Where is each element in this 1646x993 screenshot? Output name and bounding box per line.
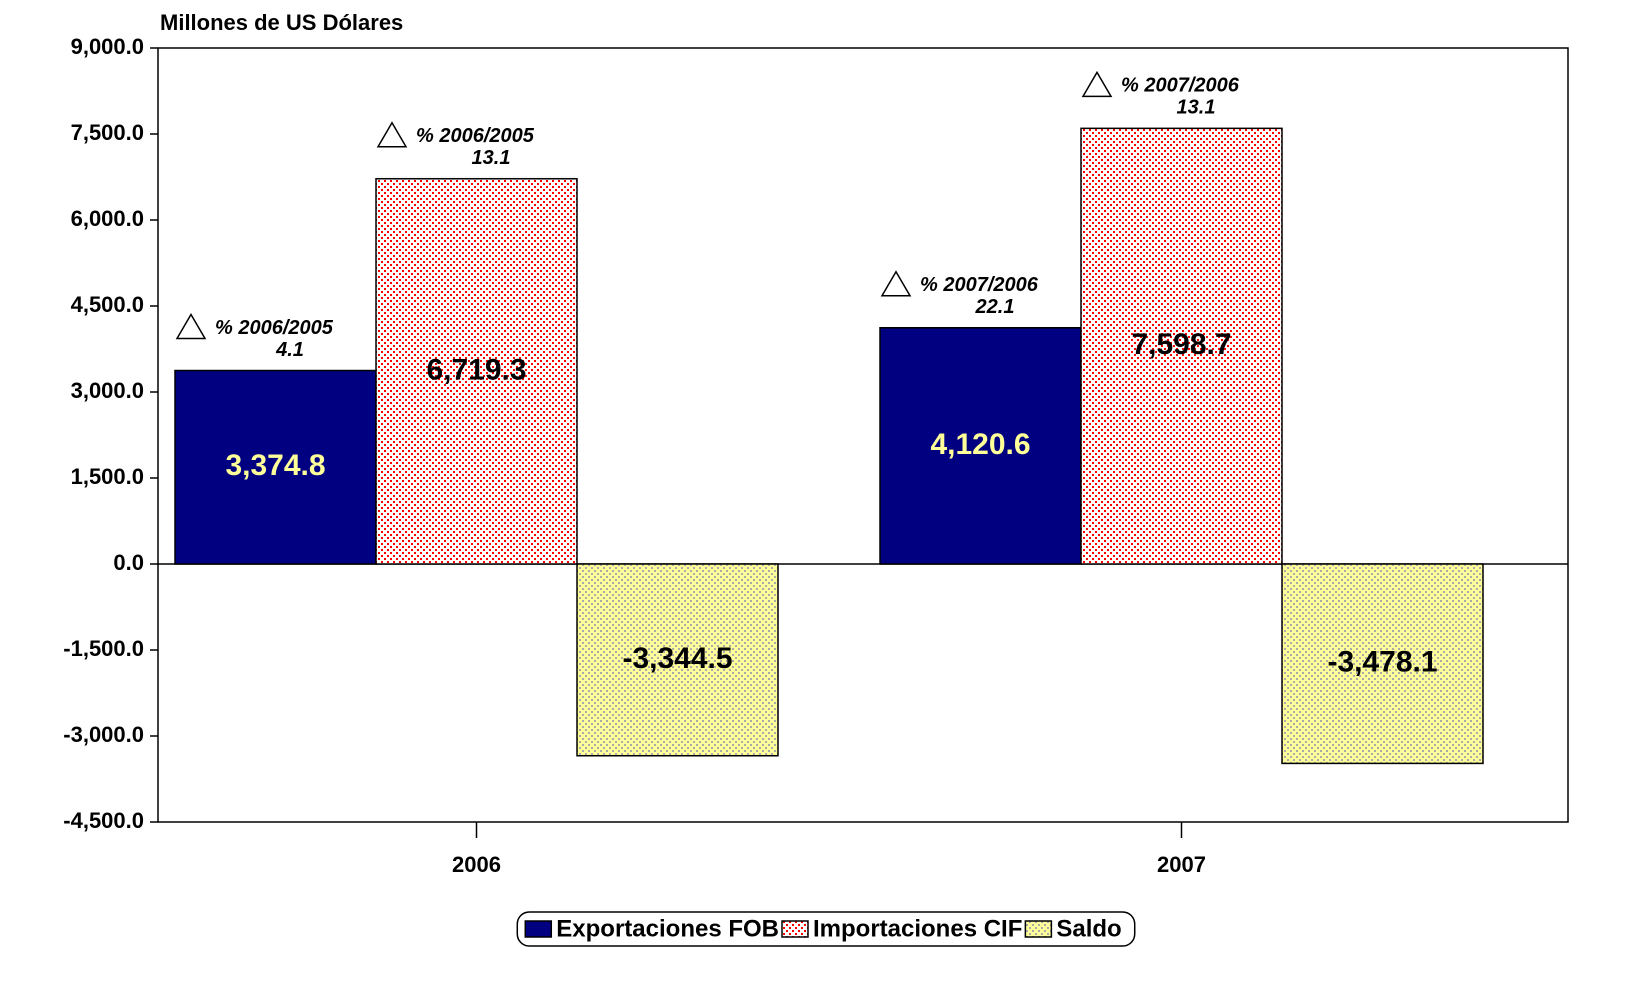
- y-tick-label: -3,000.0: [63, 722, 144, 747]
- y-tick-label: 9,000.0: [71, 34, 144, 59]
- change-value: 4.1: [275, 339, 304, 361]
- change-label: % 2006/2005: [215, 317, 334, 339]
- legend-label: Saldo: [1056, 915, 1121, 942]
- x-tick-label: 2006: [452, 852, 501, 877]
- y-tick-label: 6,000.0: [71, 206, 144, 231]
- y-tick-label: 7,500.0: [71, 120, 144, 145]
- delta-icon: [376, 121, 408, 148]
- x-tick-label: 2007: [1157, 852, 1206, 877]
- change-value: 22.1: [975, 296, 1015, 318]
- delta-icon: [175, 313, 207, 340]
- value-label: 4,120.6: [930, 428, 1030, 461]
- bar: [576, 563, 779, 757]
- chart-title: Millones de US Dólares: [160, 10, 403, 35]
- legend-label: Importaciones CIF: [813, 915, 1022, 942]
- value-label: 3,374.8: [225, 449, 325, 482]
- y-tick-label: 0.0: [113, 550, 144, 575]
- bar: [174, 369, 377, 565]
- bar: [375, 178, 578, 565]
- delta-icon: [1081, 70, 1113, 98]
- y-tick-label: 4,500.0: [71, 292, 144, 317]
- plot-frame: [157, 47, 1569, 823]
- legend: Exportaciones FOB Importaciones CIF Saldo: [516, 911, 1136, 947]
- legend-swatch: [1024, 920, 1053, 938]
- change-label: % 2007/2006: [920, 274, 1039, 296]
- value-label: -3,478.1: [1327, 646, 1437, 679]
- legend-swatch: [524, 920, 553, 938]
- value-label: 7,598.7: [1131, 328, 1231, 361]
- change-label: % 2007/2006: [1121, 75, 1240, 97]
- bar: [1080, 127, 1283, 565]
- legend-box: [516, 911, 1136, 947]
- bar: [879, 327, 1082, 565]
- delta-icon: [880, 270, 912, 297]
- value-label: 6,719.3: [426, 353, 526, 386]
- value-label: -3,344.5: [622, 642, 732, 675]
- change-value: 13.1: [472, 147, 511, 169]
- change-value: 13.1: [1177, 97, 1216, 119]
- bar: [1281, 563, 1484, 765]
- y-tick-label: -4,500.0: [63, 808, 144, 833]
- change-label: % 2006/2005: [416, 125, 535, 147]
- y-tick-label: -1,500.0: [63, 636, 144, 661]
- y-tick-label: 3,000.0: [71, 378, 144, 403]
- legend-label: Exportaciones FOB: [556, 915, 779, 942]
- y-tick-label: 1,500.0: [71, 464, 144, 489]
- legend-swatch: [781, 920, 809, 938]
